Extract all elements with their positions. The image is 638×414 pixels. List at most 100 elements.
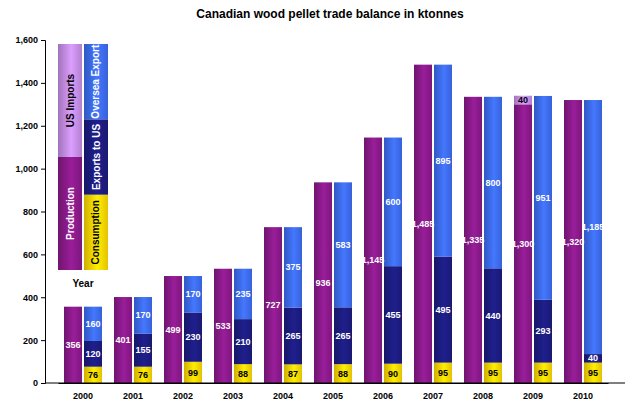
- bar: [584, 354, 602, 363]
- bar: [434, 257, 452, 363]
- y-tick-mark: [41, 169, 45, 170]
- y-tick-label: 0: [33, 378, 38, 388]
- data-label: 170: [185, 289, 200, 299]
- y-axis: 02004006008001,0001,2001,4001,600: [15, 35, 45, 388]
- y-tick-mark: [41, 212, 45, 213]
- bar: [114, 297, 132, 383]
- y-tick: 1,600: [15, 35, 45, 45]
- data-label: 936: [315, 278, 330, 288]
- data-label: 356: [65, 340, 80, 350]
- legend-label: Production: [65, 187, 76, 240]
- y-tick: 1,200: [15, 121, 45, 131]
- bar: [434, 363, 452, 383]
- legend-label: Oversea Export: [91, 44, 102, 119]
- x-tick-label: 2008: [473, 391, 493, 401]
- bar: [484, 268, 502, 362]
- legend: ProductionUS ImportsConsumptionExports t…: [58, 44, 108, 289]
- chart: Canadian wood pellet trade balance in kt…: [0, 0, 638, 414]
- y-tick-label: 800: [23, 207, 38, 217]
- data-label: 265: [285, 331, 300, 341]
- data-label: 95: [488, 368, 498, 378]
- bar: [284, 308, 302, 365]
- data-label: 210: [235, 337, 250, 347]
- bar: [184, 276, 202, 312]
- x-tick: 2001: [123, 383, 143, 401]
- y-tick: 1,000: [15, 164, 45, 174]
- bar: [134, 333, 152, 366]
- x-axis-line: [59, 383, 609, 384]
- legend-swatch: [84, 195, 108, 270]
- bar: [384, 266, 402, 364]
- data-label: 88: [338, 369, 348, 379]
- legend-label: Exports to US: [91, 124, 102, 190]
- x-tick: 2006: [373, 383, 393, 401]
- y-tick-label: 600: [23, 250, 38, 260]
- data-label: 495: [435, 305, 450, 315]
- y-tick-mark: [41, 254, 45, 255]
- y-tick: 200: [23, 336, 45, 346]
- data-label: 230: [185, 332, 200, 342]
- data-label: 895: [435, 156, 450, 166]
- data-label: 76: [88, 370, 98, 380]
- data-label: 155: [135, 345, 150, 355]
- data-label: 40: [518, 95, 528, 105]
- y-tick-mark: [41, 40, 45, 41]
- data-label: 1,335: [462, 235, 485, 245]
- data-label: 1,145: [362, 255, 385, 265]
- bar: [534, 363, 552, 383]
- data-label: 1,485: [412, 219, 435, 229]
- x-tick: 2007: [423, 383, 443, 401]
- y-tick-mark: [41, 297, 45, 298]
- data-label: 800: [485, 178, 500, 188]
- y-axis-line: [41, 41, 46, 384]
- bar: [234, 269, 252, 319]
- legend-label: US Imports: [65, 73, 76, 127]
- bar: [184, 362, 202, 383]
- bar: [214, 269, 232, 383]
- y-tick-label: 200: [23, 336, 38, 346]
- y-tick-label: 1,600: [15, 35, 38, 45]
- bar: [84, 307, 102, 341]
- x-axis-title: Year: [72, 278, 93, 289]
- data-label: 95: [538, 368, 548, 378]
- data-label: 499: [165, 325, 180, 335]
- y-tick-mark: [41, 83, 45, 84]
- bar: [434, 65, 452, 257]
- x-tick: 2004: [273, 383, 293, 401]
- data-label: 1,185: [582, 222, 605, 232]
- y-tick-label: 1,000: [15, 164, 38, 174]
- data-label: 533: [215, 321, 230, 331]
- legend-swatch: [58, 157, 82, 270]
- x-tick: 2000: [73, 383, 93, 401]
- y-tick-label: 1,400: [15, 78, 38, 88]
- bar: [334, 364, 352, 383]
- bar: [534, 96, 552, 300]
- bar-series: [514, 96, 532, 105]
- data-label: 170: [135, 310, 150, 320]
- x-baseline: [45, 383, 625, 384]
- x-tick-label: 2007: [423, 391, 443, 401]
- x-axis: 2000200120022003200420052006200720082009…: [59, 383, 609, 401]
- data-label: 88: [238, 369, 248, 379]
- bar: [334, 182, 352, 307]
- data-label: 95: [588, 368, 598, 378]
- x-tick-label: 2001: [123, 391, 143, 401]
- bar-series: [84, 65, 602, 354]
- y-tick-mark: [41, 126, 45, 127]
- data-labels: 3564014995337279361,1451,4851,3351,3001,…: [65, 95, 604, 380]
- bar: [484, 97, 502, 269]
- bar: [84, 367, 102, 383]
- chart-title: Canadian wood pellet trade balance in kt…: [196, 7, 464, 21]
- bar: [134, 297, 152, 333]
- x-tick-label: 2009: [523, 391, 543, 401]
- data-label: 160: [85, 319, 100, 329]
- data-label: 583: [335, 240, 350, 250]
- bar: [284, 364, 302, 383]
- bar: [384, 364, 402, 383]
- y-tick: 0: [33, 378, 45, 388]
- legend-swatch: [58, 44, 82, 157]
- data-label: 90: [388, 369, 398, 379]
- bar: [334, 307, 352, 364]
- bar: [384, 138, 402, 267]
- bar: [314, 182, 332, 383]
